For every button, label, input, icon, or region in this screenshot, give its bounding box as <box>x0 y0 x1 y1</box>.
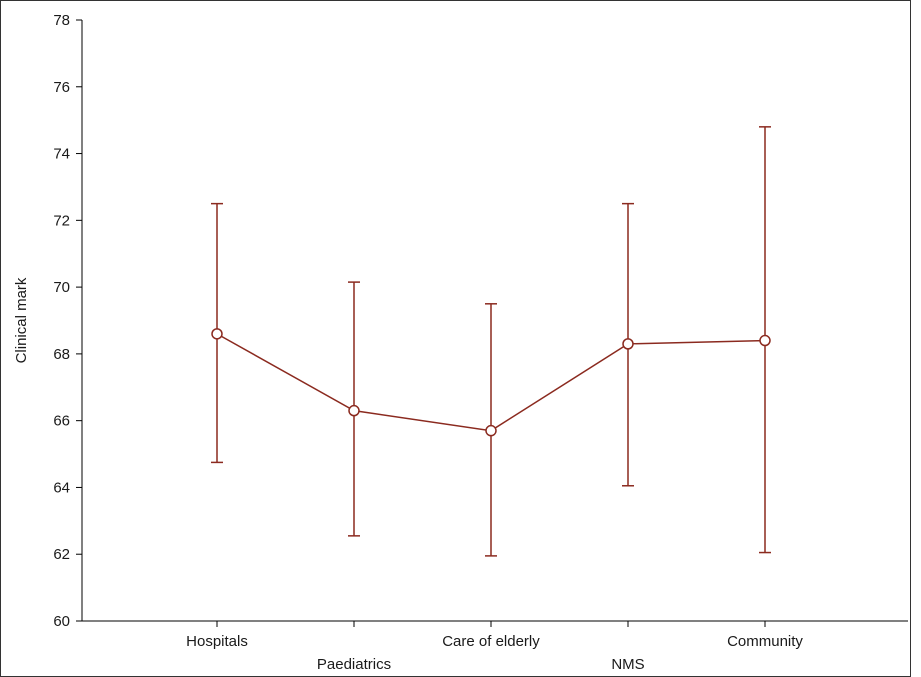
x-axis-ticks: Hospitals Paediatrics Care of elderly NMS Co… <box>186 621 803 673</box>
x-tick-label: Paediatrics <box>317 656 391 673</box>
axes <box>81 20 908 622</box>
data-point <box>211 328 223 340</box>
y-tick-label: 76 <box>53 79 70 96</box>
y-tick-label: 72 <box>53 212 70 229</box>
y-tick-label: 78 <box>53 12 70 29</box>
series-line-group <box>211 328 771 437</box>
y-tick-label: 70 <box>53 279 70 296</box>
x-tick-label: Care of elderly <box>442 633 540 650</box>
x-tick-label: NMS <box>611 656 644 673</box>
x-tick-label: Hospitals <box>186 633 248 650</box>
y-tick-label: 64 <box>53 479 70 496</box>
y-axis-ticks: 60 62 64 66 68 70 72 74 76 78 <box>53 12 82 630</box>
y-tick-label: 60 <box>53 613 70 630</box>
data-point <box>759 334 771 347</box>
y-tick-label: 68 <box>53 346 70 363</box>
y-tick-label: 74 <box>53 146 70 163</box>
y-axis-title: Clinical mark <box>13 277 30 363</box>
x-tick-label: Community <box>727 633 803 650</box>
data-point <box>348 404 360 417</box>
data-point <box>622 338 634 350</box>
data-point <box>485 424 497 437</box>
y-tick-label: 66 <box>53 413 70 430</box>
error-bars <box>211 126 771 557</box>
y-tick-label: 62 <box>53 546 70 563</box>
